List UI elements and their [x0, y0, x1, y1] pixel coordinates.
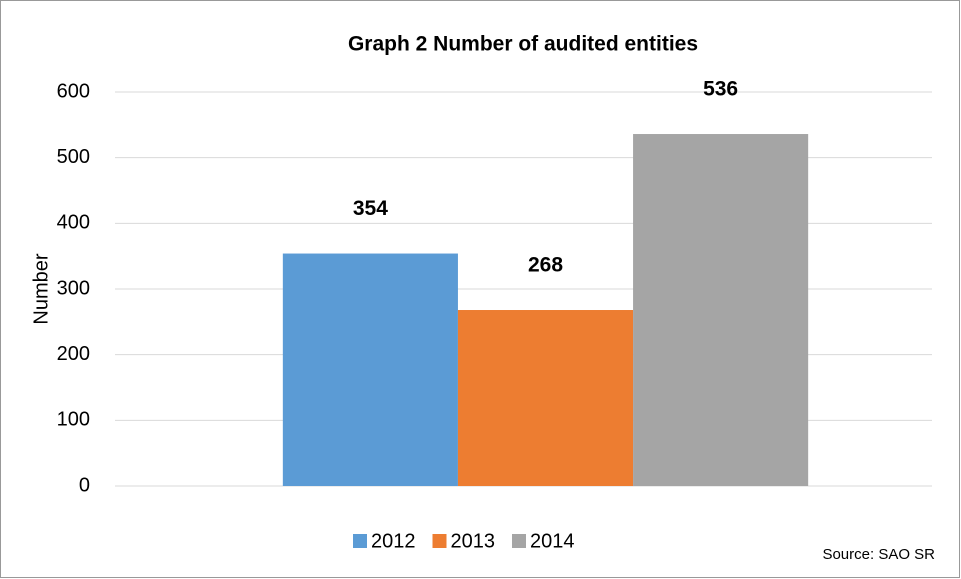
bar [457, 310, 634, 486]
y-axis-label: Number [30, 253, 52, 324]
legend-label: 2013 [451, 530, 496, 552]
y-tick-label: 300 [57, 277, 90, 299]
legend-label: 2012 [371, 530, 416, 552]
y-tick-label: 0 [79, 474, 90, 496]
data-label: 536 [703, 78, 738, 101]
source-note: Source: SAO SR [822, 546, 935, 563]
y-tick-label: 100 [57, 409, 90, 431]
y-tick-label: 500 [57, 146, 90, 168]
chart-title: Graph 2 Number of audited entities [348, 33, 698, 56]
y-tick-label: 400 [57, 212, 90, 234]
legend-swatch [432, 534, 447, 548]
data-label: 268 [528, 254, 563, 277]
bar [633, 134, 809, 486]
y-tick-label: 200 [57, 343, 90, 365]
legend-label: 2014 [530, 530, 575, 552]
legend-swatch [512, 534, 526, 548]
y-tick-label: 600 [57, 80, 90, 102]
bar [282, 253, 458, 486]
legend-swatch [353, 534, 367, 548]
data-label: 354 [353, 197, 388, 220]
